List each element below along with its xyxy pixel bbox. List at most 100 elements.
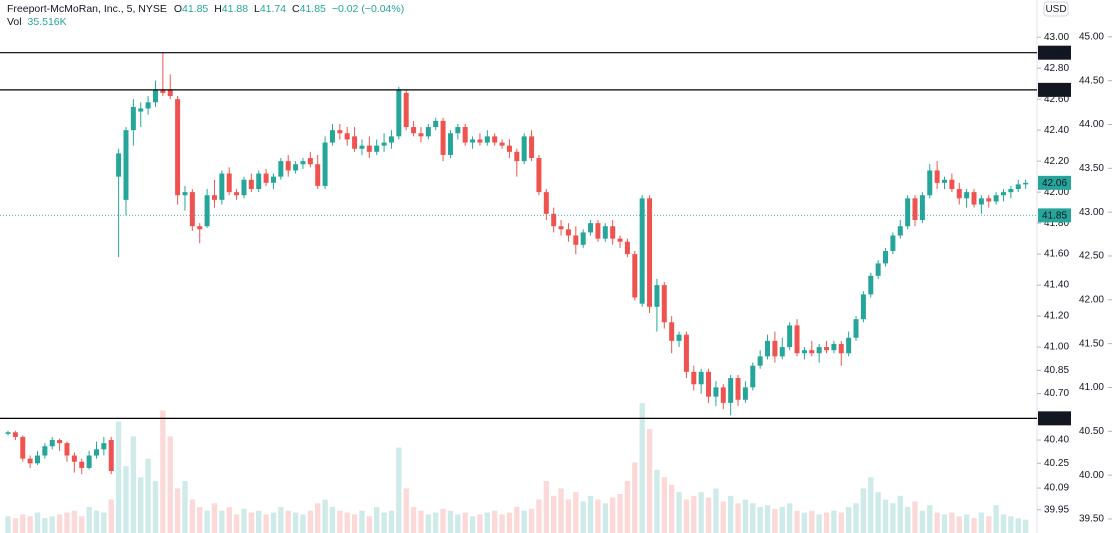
candle-body [374,145,380,152]
candle-body [949,179,955,190]
y2-tick-label: 42.50 [1079,251,1104,262]
volume-bar [550,495,557,533]
legend-header: Freeport-McMoRan, Inc., 5, NYSE O41.85 H… [7,3,404,15]
volume-bar [536,499,542,533]
volume-bar [727,495,734,533]
candle-body [285,161,291,171]
ohlc-value: 41.88 [222,3,248,15]
volume-bar [64,512,70,533]
volume-bar [278,507,284,533]
volume-bar [927,505,933,533]
volume-bar [573,492,579,533]
candle-body [713,387,719,397]
volume-bar [993,505,999,533]
last-price-label: 42.06 [1042,178,1067,189]
candle-body [624,241,630,255]
candle-body [883,251,889,264]
candle-body [145,102,151,109]
volume-bar [71,510,78,533]
volume-bar [558,488,564,533]
candle-body [79,461,85,468]
candle-body [639,198,645,304]
currency-button[interactable] [1043,1,1069,17]
volume-bar [418,510,424,533]
price-line-tag [1038,45,1071,60]
ohlc-label: H [214,3,222,15]
y2-tick-label: 44.50 [1079,75,1104,86]
volume-bar [410,507,417,533]
volume-bar [809,510,815,533]
candle-body [322,142,328,186]
y-tick-label: 41.60 [1044,249,1069,260]
volume-bar [528,508,535,533]
volume-bar [801,512,808,533]
volume-bar [447,510,454,533]
volume-bar [521,510,527,533]
candle-body [573,235,579,245]
candle-body [381,142,387,146]
price-line-label: 42.66 [1042,85,1067,96]
candle-body [293,164,299,171]
candle-body [499,142,505,146]
candle-body [470,139,476,143]
candle-body [234,192,240,196]
y-tick-label: 42.20 [1044,156,1069,167]
volume-bar [123,466,129,533]
volume-bar [735,503,741,533]
candle-body [514,151,520,162]
y-tick-label: 41.20 [1044,311,1069,322]
candle-body [824,347,830,351]
candle-body [676,334,682,341]
volume-bar [93,510,100,533]
candle-body [108,440,114,472]
volume-bar [366,516,373,533]
volume-bar [160,410,166,533]
candle-body [388,136,394,143]
compare-price-tag [1038,208,1071,223]
currency-label[interactable]: USD [1045,4,1066,15]
symbol: Freeport-McMoRan, Inc., 5, NYSE [7,3,167,15]
candle-body [846,337,852,354]
candle-body [462,127,468,143]
ohlc-label: O [174,3,182,15]
volume-bar [145,458,151,533]
y-tick-label: 42.80 [1044,63,1069,74]
volume-bar [683,499,690,533]
candle-body [706,371,712,397]
volume-bar [698,492,704,533]
volume-bar [189,499,196,533]
candle-body [64,443,70,456]
candle-body [647,198,653,307]
volume-bar [713,488,719,533]
last-price-tag [1038,175,1071,190]
candle-body [610,226,616,239]
candle-body [978,198,984,205]
candle-body [956,189,962,199]
candle-body [263,173,269,183]
volume-bar [853,503,859,533]
candle-body [728,378,734,403]
volume-bar [20,514,26,533]
candle-body [418,133,424,137]
price-line-tag [1038,411,1071,426]
candle-body [986,198,992,202]
volume-bar [432,512,439,533]
candle-body [742,387,748,400]
volume-bar [307,510,314,533]
volume-bar [691,495,697,533]
volume-bar [750,503,756,533]
y-tick-label: 40.85 [1044,365,1069,376]
volume-bar [5,516,11,533]
volume-bar [668,484,675,533]
compare-price-label: 41.85 [1042,211,1067,222]
candle-body [160,89,166,93]
candle-body [270,176,276,183]
volume-bar [1008,516,1014,533]
volume-bar [86,507,92,533]
volume-bar [632,462,638,533]
y-tick-label: 42.00 [1044,187,1069,198]
y2-tick-label: 44.00 [1079,119,1104,130]
y-tick-label: 41.80 [1044,218,1069,229]
candle-body [49,440,55,447]
price-line-label: 40.54 [1042,413,1067,424]
